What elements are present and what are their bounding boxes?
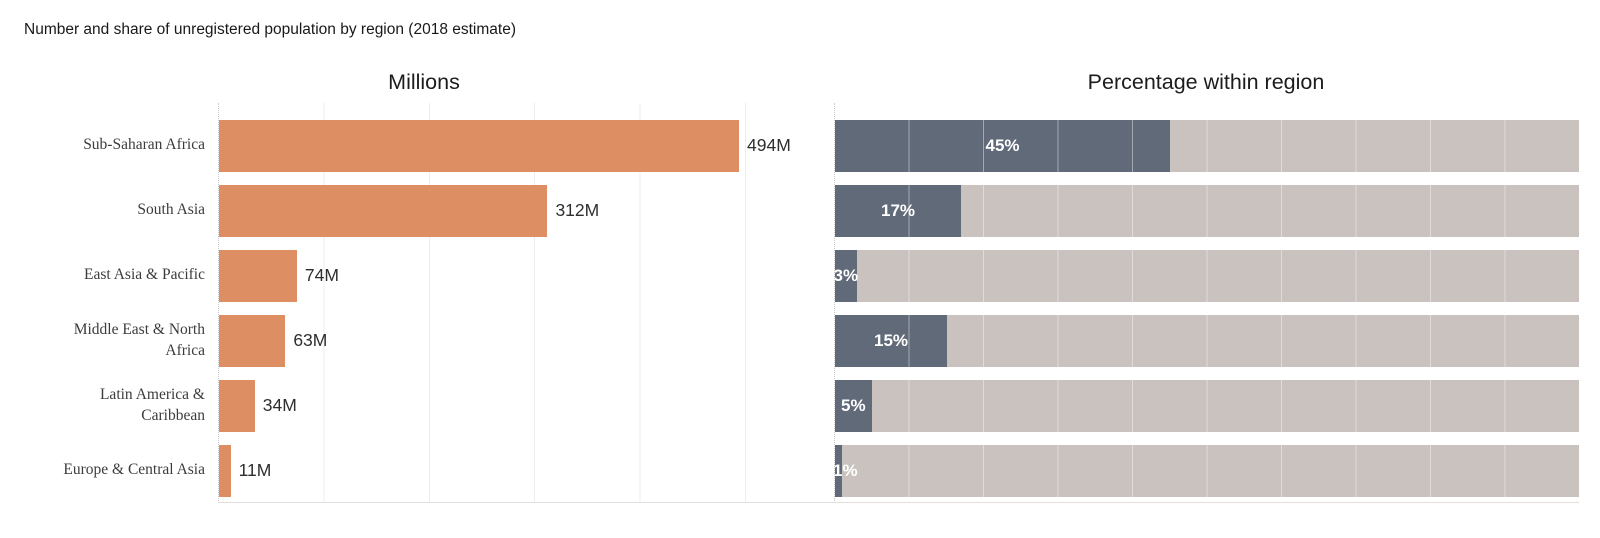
percent-value-label: 5%	[841, 396, 866, 415]
millions-bar[interactable]	[219, 314, 286, 367]
panel-title-millions: Millions	[388, 70, 460, 94]
percent-bar-row: 1%	[835, 438, 1579, 503]
millions-bar[interactable]	[219, 119, 740, 172]
millions-value-label: 63M	[293, 330, 328, 350]
percent-bar-row: 15%	[835, 308, 1579, 373]
millions-rows: 494M 312M 74M 63M 34M 11M	[219, 113, 791, 503]
category-row: Sub-Saharan Africa	[45, 113, 205, 178]
category-row: Europe & Central Asia	[45, 438, 205, 503]
category-axis: Sub-Saharan Africa South Asia East Asia …	[45, 113, 205, 503]
percent-bar[interactable]	[835, 184, 962, 237]
millions-bar[interactable]	[219, 444, 231, 497]
millions-bar[interactable]	[219, 184, 548, 237]
chart-title: Number and share of unregistered populat…	[24, 21, 516, 38]
millions-bar[interactable]	[219, 379, 255, 432]
percent-bar[interactable]	[835, 249, 858, 302]
millions-bar[interactable]	[219, 249, 297, 302]
millions-bar-row: 312M	[219, 178, 758, 243]
millions-bar-row: 11M	[219, 438, 758, 503]
millions-bar-row: 74M	[219, 243, 758, 308]
panel-title-percentage: Percentage within region	[1087, 70, 1325, 94]
percent-bar[interactable]	[835, 444, 843, 497]
percent-track-bar	[835, 314, 1579, 367]
millions-bar-row: 34M	[219, 373, 758, 438]
percent-track-bar	[835, 249, 1579, 302]
percent-bar[interactable]	[835, 314, 947, 367]
percent-track-bar	[835, 444, 1579, 497]
millions-bar-row: 63M	[219, 308, 758, 373]
category-label: East Asia & Pacific	[84, 266, 205, 284]
axis-baseline	[218, 502, 1579, 503]
percent-value-label: 45%	[985, 136, 1020, 155]
percent-value-label: 1%	[835, 461, 858, 480]
category-label: Europe & Central Asia	[63, 461, 205, 479]
percent-value-label: 17%	[881, 201, 916, 220]
millions-pane: 494M 312M 74M 63M 34M 11M	[218, 103, 791, 503]
percent-bar-row: 45%	[835, 113, 1579, 178]
millions-value-label: 74M	[304, 265, 339, 285]
category-row: Middle East & North Africa	[45, 308, 205, 373]
percentage-rows: 45% 17% 3% 15% 5%	[835, 113, 1579, 503]
category-label: South Asia	[137, 201, 205, 219]
millions-value-label: 494M	[747, 135, 791, 155]
percent-value-label: 15%	[874, 331, 909, 350]
category-row: East Asia & Pacific	[45, 243, 205, 308]
millions-value-label: 312M	[555, 200, 600, 220]
category-row: South Asia	[45, 178, 205, 243]
category-label: Latin America & Caribbean	[99, 386, 205, 424]
category-label: Sub-Saharan Africa	[83, 136, 205, 154]
percent-value-label: 3%	[835, 266, 859, 285]
millions-bar-row: 494M	[219, 113, 791, 178]
percentage-pane: 45% 17% 3% 15% 5%	[834, 103, 1579, 503]
millions-value-label: 34M	[262, 395, 297, 415]
percent-bar-row: 5%	[835, 373, 1579, 438]
percent-bar-row: 3%	[835, 243, 1579, 308]
percent-track-bar	[835, 379, 1579, 432]
category-row: Latin America & Caribbean	[45, 373, 205, 438]
percent-bar-row: 17%	[835, 178, 1579, 243]
percent-bar[interactable]	[835, 119, 1170, 172]
percent-bar[interactable]	[835, 379, 873, 432]
millions-value-label: 11M	[238, 460, 272, 480]
category-label: Middle East & North Africa	[73, 321, 205, 359]
